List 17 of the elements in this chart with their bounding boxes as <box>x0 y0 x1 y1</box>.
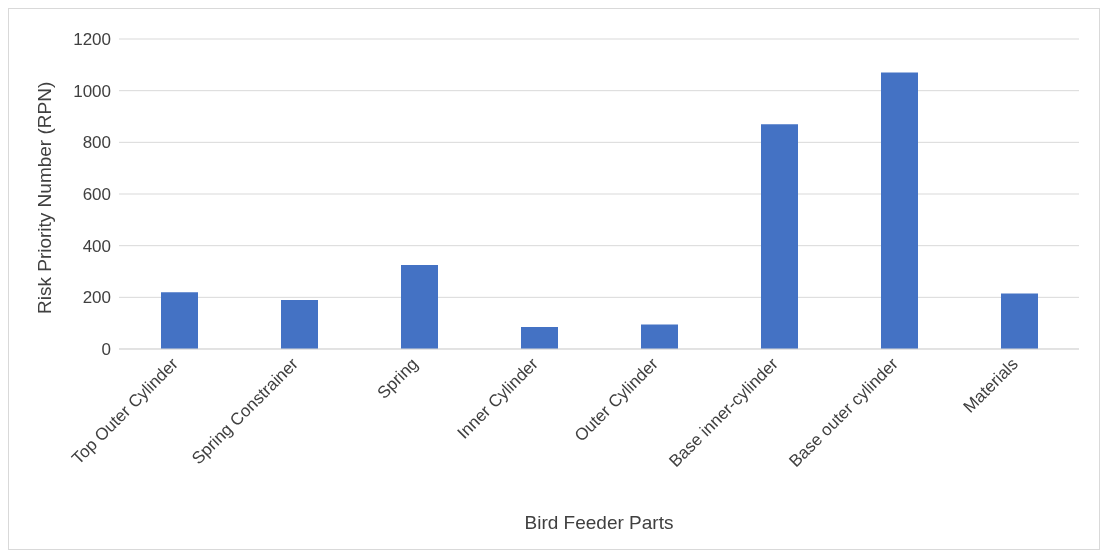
bar <box>881 72 918 349</box>
y-tick-label: 400 <box>82 236 111 256</box>
bar <box>281 299 318 349</box>
bar <box>1001 293 1038 349</box>
bar <box>761 124 798 349</box>
y-tick-label: 1200 <box>73 30 111 50</box>
bar <box>161 292 198 349</box>
y-tick-label: 0 <box>101 340 111 360</box>
y-tick-label: 200 <box>82 288 111 308</box>
y-tick-label: 800 <box>82 133 111 153</box>
y-tick-label: 600 <box>82 185 111 205</box>
y-axis-title: Risk Priority Number (RPN) <box>33 81 55 314</box>
y-tick-label: 1000 <box>73 81 111 101</box>
bar <box>401 265 438 349</box>
bar <box>521 327 558 349</box>
bar <box>641 324 678 349</box>
x-axis-title: Bird Feeder Parts <box>524 512 674 533</box>
